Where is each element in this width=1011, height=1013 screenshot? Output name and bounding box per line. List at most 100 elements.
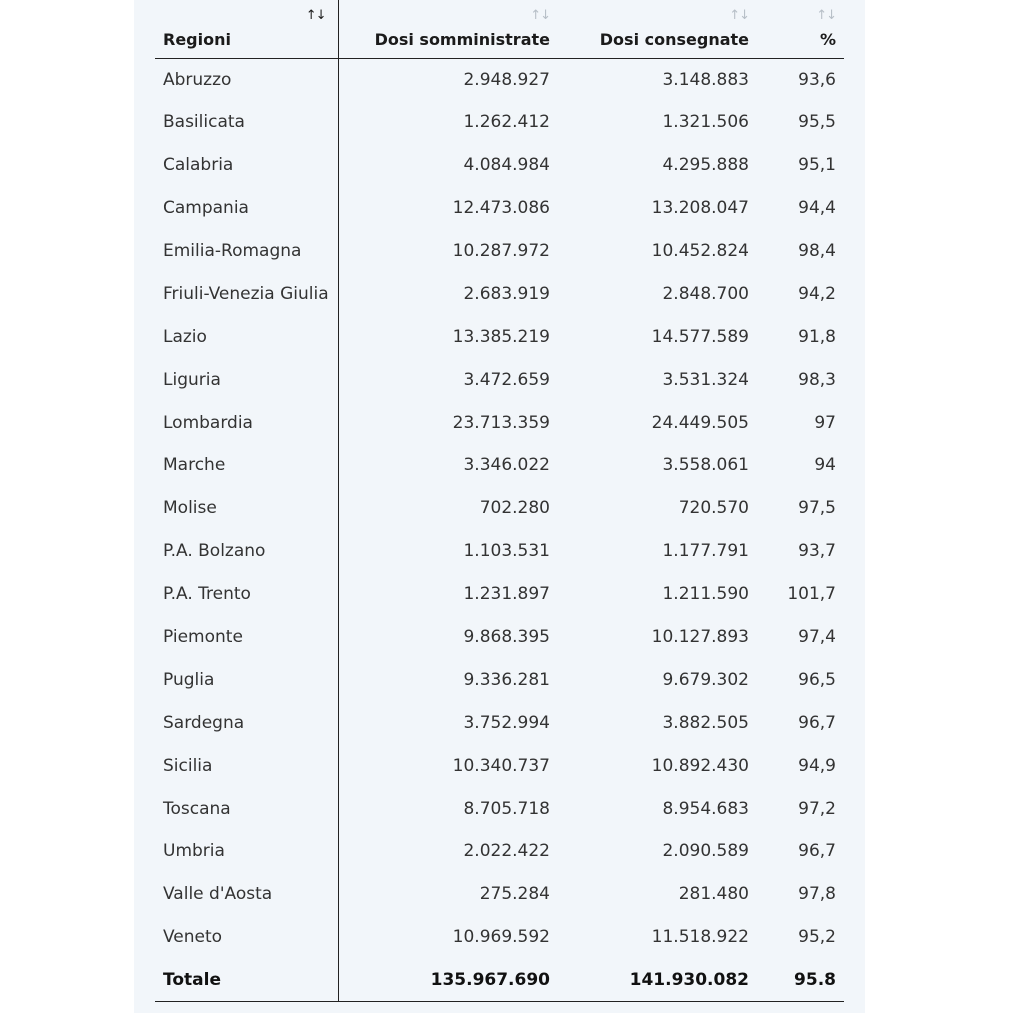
cell-administered: 9.336.281: [463, 669, 550, 690]
cell-region: Valle d'Aosta: [155, 872, 339, 916]
cell-region: Veneto: [155, 915, 339, 959]
cell-delivered: 3.531.324: [662, 369, 749, 390]
cell-delivered: 10.127.893: [651, 627, 749, 648]
cell-administered: 2.948.927: [463, 69, 550, 90]
total-administered: 135.967.690: [338, 958, 558, 1003]
table-row: Basilicata 1.262.412 1.321.506 95,5: [155, 100, 844, 144]
cell-percent: 91,8: [798, 326, 836, 347]
table-row: Umbria 2.022.422 2.090.589 96,7: [155, 830, 844, 873]
cell-region: Basilicata: [155, 100, 339, 144]
header-delivered-label: Dosi consegnate: [599, 29, 749, 49]
table-row: Calabria 4.084.984 4.295.888 95,1: [155, 143, 844, 187]
cell-region: Marche: [155, 444, 339, 487]
cell-percent: 94,2: [798, 283, 836, 304]
cell-administered: 13.385.219: [452, 326, 550, 347]
table-row: Sicilia 10.340.737 10.892.430 94,9: [155, 744, 844, 788]
cell-percent: 95,2: [798, 927, 836, 948]
cell-delivered: 720.570: [678, 498, 749, 519]
cell-region: Molise: [155, 486, 339, 530]
cell-region: Liguria: [155, 358, 339, 402]
cell-delivered: 13.208.047: [651, 198, 749, 219]
cell-region: Abruzzo: [155, 58, 339, 101]
cell-percent: 95,5: [798, 112, 836, 133]
sort-icon[interactable]: ↑↓: [729, 8, 750, 23]
cell-delivered: 14.577.589: [651, 326, 749, 347]
cell-administered: 8.705.718: [463, 798, 550, 819]
header-percent[interactable]: ↑↓ %: [757, 0, 844, 59]
header-row: ↑↓ Regioni ↑↓ Dosi somministrate ↑↓ Dosi…: [155, 0, 844, 59]
cell-delivered: 3.882.505: [662, 712, 749, 733]
sort-icon[interactable]: ↑↓: [305, 8, 327, 23]
table-row: Puglia 9.336.281 9.679.302 96,5: [155, 658, 844, 702]
table-row: Sardegna 3.752.994 3.882.505 96,7: [155, 701, 844, 745]
cell-percent: 101,7: [787, 584, 836, 605]
cell-region: P.A. Bolzano: [155, 529, 339, 573]
cell-administered: 4.084.984: [463, 155, 550, 176]
header-delivered[interactable]: ↑↓ Dosi consegnate: [558, 0, 757, 59]
cell-percent: 98,3: [798, 369, 836, 390]
cell-delivered: 10.452.824: [651, 241, 749, 261]
cell-region: Friuli-Venezia Giulia: [155, 272, 339, 316]
table-row: Lombardia 23.713.359 24.449.505 97: [155, 401, 844, 445]
cell-delivered: 10.892.430: [651, 755, 749, 776]
header-region[interactable]: ↑↓ Regioni: [155, 0, 339, 59]
cell-percent: 93,6: [798, 69, 836, 90]
table-row: Veneto 10.969.592 11.518.922 95,2: [155, 915, 844, 959]
cell-administered: 275.284: [479, 884, 550, 905]
table-row: P.A. Bolzano 1.103.531 1.177.791 93,7: [155, 529, 844, 573]
cell-delivered: 11.518.922: [651, 927, 749, 948]
total-percent: 95.8: [757, 958, 844, 1003]
cell-percent: 97,2: [798, 798, 836, 819]
cell-delivered: 1.177.791: [662, 541, 749, 562]
cell-administered: 3.752.994: [463, 712, 550, 733]
cell-region: Toscana: [155, 787, 339, 831]
cell-percent: 96,7: [798, 712, 836, 733]
cell-region: Puglia: [155, 658, 339, 702]
cell-delivered: 3.148.883: [662, 69, 749, 90]
cell-delivered: 24.449.505: [651, 412, 749, 433]
cell-region: Sardegna: [155, 701, 339, 745]
cell-administered: 10.969.592: [452, 927, 550, 948]
cell-percent: 97,5: [798, 498, 836, 519]
cell-administered: 23.713.359: [452, 412, 550, 433]
table-row: Liguria 3.472.659 3.531.324 98,3: [155, 358, 844, 402]
total-label: Totale: [155, 958, 339, 1003]
cell-administered: 12.473.086: [452, 198, 550, 219]
cell-region: Sicilia: [155, 744, 339, 788]
cell-region: P.A. Trento: [155, 572, 339, 616]
table-row: P.A. Trento 1.231.897 1.211.590 101,7: [155, 572, 844, 616]
cell-region: Campania: [155, 186, 339, 230]
cell-delivered: 281.480: [678, 884, 749, 905]
table-row: Campania 12.473.086 13.208.047 94,4: [155, 186, 844, 230]
table-row: Molise 702.280 720.570 97,5: [155, 486, 844, 530]
cell-percent: 96,5: [798, 669, 836, 690]
table-row: Toscana 8.705.718 8.954.683 97,2: [155, 787, 844, 831]
cell-percent: 97: [814, 412, 836, 433]
cell-administered: 1.231.897: [463, 584, 550, 605]
header-administered[interactable]: ↑↓ Dosi somministrate: [338, 0, 558, 59]
sort-icon[interactable]: ↑↓: [816, 8, 837, 23]
cell-administered: 3.472.659: [463, 369, 550, 390]
cell-region: Emilia-Romagna: [155, 229, 339, 273]
cell-percent: 96,7: [798, 841, 836, 862]
cell-delivered: 2.090.589: [662, 841, 749, 862]
table-row: Friuli-Venezia Giulia 2.683.919 2.848.700 9…: [155, 272, 844, 316]
table-row: Valle d'Aosta 275.284 281.480 97,8: [155, 872, 844, 916]
sort-icon[interactable]: ↑↓: [530, 8, 551, 23]
cell-delivered: 2.848.700: [662, 283, 749, 304]
table-body: Abruzzo 2.948.927 3.148.883 93,6 Basilicata 1…: [155, 58, 844, 1003]
cell-percent: 97,8: [798, 884, 836, 905]
cell-administered: 1.262.412: [463, 112, 550, 133]
total-row: Totale 135.967.690 141.930.082 95.8: [155, 958, 844, 1003]
cell-region: Calabria: [155, 143, 339, 187]
cell-administered: 2.683.919: [463, 283, 550, 304]
table-row: Marche 3.346.022 3.558.061 94: [155, 444, 844, 487]
cell-region: Lazio: [155, 315, 339, 359]
cell-delivered: 1.211.590: [662, 584, 749, 605]
header-region-label: Regioni: [163, 29, 231, 49]
total-delivered: 141.930.082: [558, 958, 757, 1003]
table-row: Abruzzo 2.948.927 3.148.883 93,6: [155, 58, 844, 101]
cell-percent: 95,1: [798, 155, 836, 176]
cell-administered: 3.346.022: [463, 455, 550, 476]
header-administered-label: Dosi somministrate: [374, 29, 550, 49]
